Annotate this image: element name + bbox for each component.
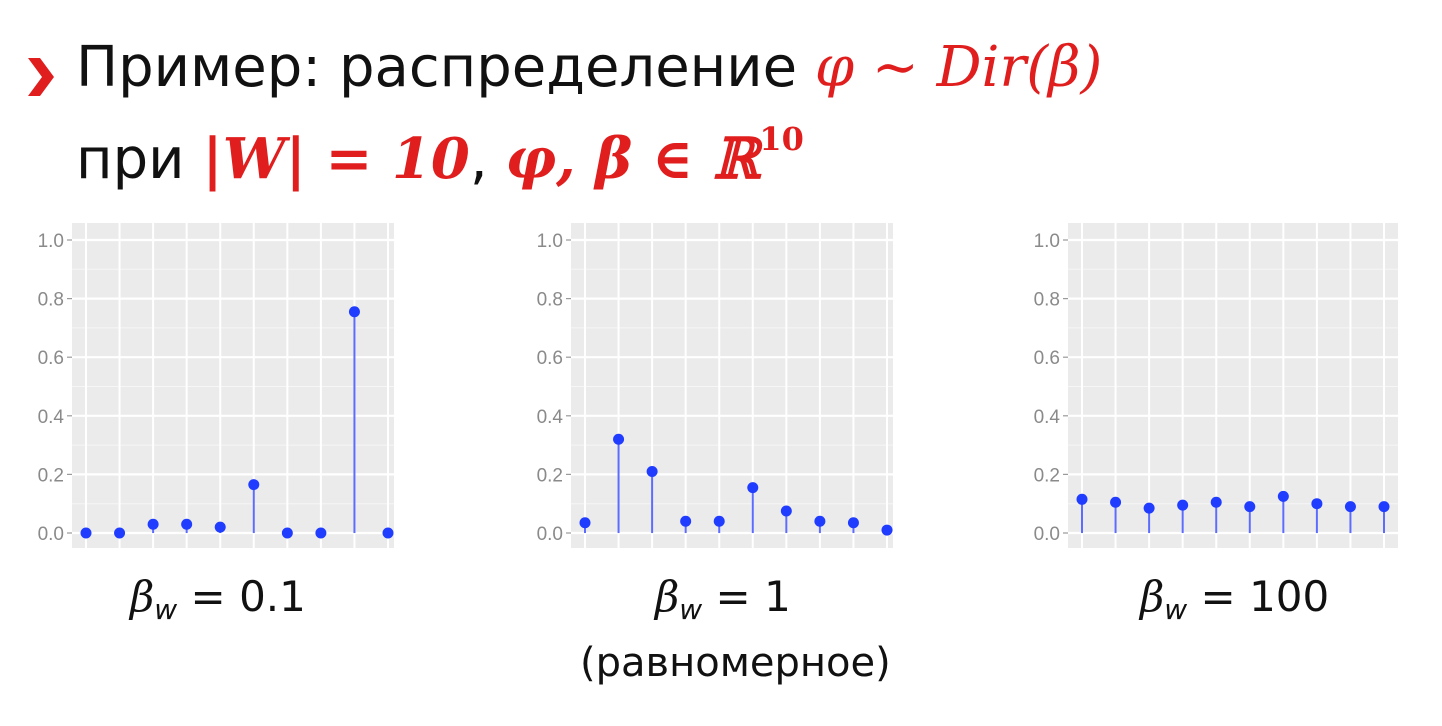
caption-beta-0-1: βw = 0.1 (130, 572, 306, 626)
plot-area (571, 223, 893, 548)
data-point (747, 482, 759, 494)
caption-beta-value: = 0.1 (177, 572, 306, 621)
y-tick-label: 0.6 (1034, 348, 1060, 369)
y-tick-label: 0.8 (38, 290, 64, 311)
caption-beta-subscript: w (154, 593, 178, 626)
data-point (1110, 496, 1122, 508)
y-tick-label: 0.2 (1034, 465, 1060, 486)
data-point (1177, 499, 1189, 511)
data-point (1378, 501, 1390, 513)
plot-area (72, 223, 394, 548)
data-point (613, 433, 625, 445)
title-text: Пример: распределение (76, 35, 798, 100)
data-point (847, 517, 859, 529)
data-point (382, 527, 394, 539)
title-formula: φ ∼ Dir(β) (814, 35, 1103, 100)
data-point (1311, 498, 1323, 510)
slide-title-line-2: при |W| = 10, φ, β ∈ ℝ10 (76, 123, 804, 188)
slide-title-line-1: Пример: распределение φ ∼ Dir(β) (76, 40, 1102, 96)
caption-beta-symbol: β (1140, 572, 1165, 621)
data-point (214, 521, 226, 533)
caption-beta-subscript: w (679, 593, 703, 626)
y-tick-label: 1.0 (537, 231, 563, 252)
data-point (348, 306, 360, 318)
vocab-size-formula: |W| = 10 (202, 126, 470, 192)
data-point (80, 527, 92, 539)
data-point (1344, 501, 1356, 513)
param-space-formula: φ, β ∈ ℝ (505, 126, 760, 192)
caption-beta-value: = 1 (702, 572, 791, 621)
data-point (646, 465, 658, 477)
data-point (814, 515, 826, 527)
y-tick-label: 0.8 (1034, 290, 1060, 311)
y-tick-label: 0.2 (38, 465, 64, 486)
data-point (1210, 496, 1222, 508)
data-point (713, 515, 725, 527)
data-point (1143, 502, 1155, 514)
data-point (881, 524, 893, 536)
data-point (1244, 501, 1256, 513)
y-tick-label: 1.0 (1034, 231, 1060, 252)
caption-beta-100: βw = 100 (1140, 572, 1329, 626)
y-tick-label: 0.6 (537, 348, 563, 369)
data-point (1076, 493, 1088, 505)
data-point (1277, 490, 1289, 502)
data-point (248, 479, 260, 491)
caption-beta-symbol: β (655, 572, 680, 621)
y-tick-label: 0.4 (1034, 407, 1061, 428)
y-tick-label: 0.2 (537, 465, 563, 486)
param-space-exponent: 10 (759, 120, 804, 158)
plot-area (1068, 223, 1398, 548)
data-point (579, 517, 591, 529)
stem-chart-3: 0.0 0.2 0.4 0.6 0.8 1.0 (1034, 223, 1398, 548)
y-tick-label: 1.0 (38, 231, 64, 252)
caption-beta-value: = 100 (1187, 572, 1330, 621)
caption-uniform-note: (равномерное) (580, 640, 891, 686)
subtitle-separator: , (469, 127, 488, 192)
data-point (147, 518, 159, 530)
bullet-chevron-icon (28, 58, 54, 96)
y-tick-label: 0.4 (38, 407, 65, 428)
data-point (780, 505, 792, 517)
stem-chart-1: 0.0 0.2 0.4 0.6 0.8 1.0 (38, 223, 394, 548)
caption-beta-symbol: β (130, 572, 155, 621)
data-point (281, 527, 293, 539)
data-point (114, 527, 126, 539)
data-point (315, 527, 327, 539)
caption-beta-1: βw = 1 (655, 572, 791, 626)
subtitle-text: при (76, 127, 185, 192)
y-tick-label: 0.0 (537, 524, 563, 545)
data-point (181, 518, 193, 530)
data-point (680, 515, 692, 527)
y-tick-label: 0.6 (38, 348, 64, 369)
y-tick-label: 0.4 (537, 407, 564, 428)
y-tick-label: 0.0 (1034, 524, 1060, 545)
caption-beta-subscript: w (1164, 593, 1188, 626)
y-tick-label: 0.0 (38, 524, 64, 545)
y-tick-label: 0.8 (537, 290, 563, 311)
stem-chart-2: 0.0 0.2 0.4 0.6 0.8 1.0 (537, 223, 893, 548)
